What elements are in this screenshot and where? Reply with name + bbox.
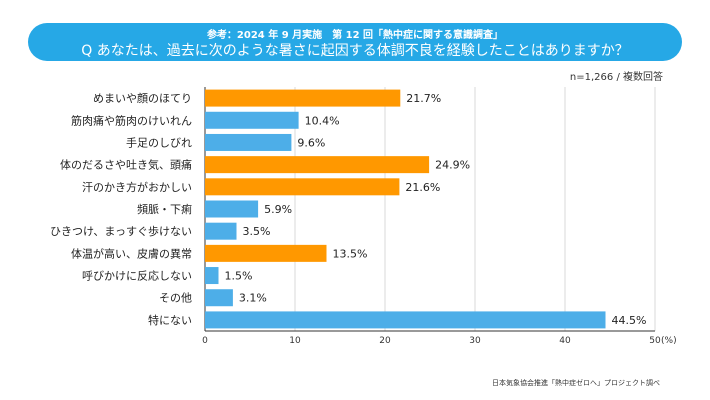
bar-3 (205, 133, 292, 151)
value-label-2: 10.4% (305, 114, 340, 127)
x-tick-label-20: 20 (379, 336, 391, 346)
survey-subtitle: 参考：2024 年 9 月実施 第 12 回「熱中症に関する意識調査」 (206, 30, 504, 41)
category-label-9: 呼びかけに反応しない (82, 269, 192, 283)
x-tick-label-40: 40 (559, 336, 571, 346)
category-label-10: その他 (159, 292, 192, 305)
bar-9 (205, 267, 219, 285)
bar-1 (205, 89, 401, 107)
x-tick-label-50: 50 (649, 336, 661, 346)
x-tick-label-0: 0 (202, 336, 208, 346)
value-label-4: 24.9% (435, 159, 470, 172)
x-unit-label: (%) (661, 336, 677, 346)
value-label-11: 44.5% (612, 314, 647, 327)
bar-4 (205, 156, 430, 174)
category-label-3: 手足のしびれ (126, 135, 192, 149)
category-label-6: 頻脈・下痢 (137, 202, 192, 216)
title-banner: 参考：2024 年 9 月実施 第 12 回「熱中症に関する意識調査」 Q あな… (28, 23, 682, 61)
bar-11 (205, 311, 606, 329)
source-credit: 日本気象協会推進「熱中症ゼロへ」プロジェクト調べ (492, 379, 660, 387)
x-tick-label-30: 30 (469, 336, 481, 346)
bar-10 (205, 289, 233, 307)
value-label-5: 21.6% (405, 181, 440, 194)
bar-7 (205, 222, 237, 240)
value-label-9: 1.5% (225, 270, 253, 283)
value-label-8: 13.5% (333, 247, 368, 260)
category-label-8: 体温が高い、皮膚の異常 (71, 246, 192, 260)
value-label-3: 9.6% (297, 136, 325, 149)
category-label-5: 汗のかき方がおかしい (82, 180, 192, 194)
value-label-1: 21.7% (406, 92, 441, 105)
value-label-7: 3.5% (243, 225, 271, 238)
category-label-11: 特にない (148, 313, 192, 327)
category-label-7: ひきつけ、まっすぐ歩けない (50, 224, 192, 238)
sample-note: n=1,266 / 複数回答 (569, 72, 663, 83)
category-label-1: めまいや顔のほてり (93, 91, 192, 105)
category-label-4: 体のだるさや吐き気、頭痛 (60, 158, 192, 172)
category-label-2: 筋肉痛や筋肉のけいれん (71, 113, 192, 127)
value-label-6: 5.9% (264, 203, 292, 216)
bar-5 (205, 178, 400, 196)
bar-6 (205, 200, 259, 218)
banner-shape (28, 23, 682, 61)
x-tick-label-10: 10 (289, 336, 301, 346)
value-label-10: 3.1% (239, 292, 267, 305)
bar-8 (205, 244, 327, 262)
bar-2 (205, 111, 299, 129)
question-title: Q あなたは、過去に次のような暑さに起因する体調不良を経験したことはありますか？ (81, 43, 629, 59)
